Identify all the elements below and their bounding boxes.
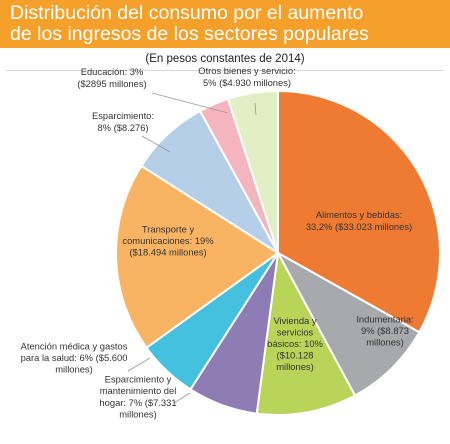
slice-label-line: Esparcimiento: (92, 110, 154, 121)
slice-label-line: 9% ($8.873 (361, 325, 409, 336)
slice-label-line: millones) (366, 337, 404, 348)
slice-label-esparcimiento_hogar: Esparcimiento y mantenimiento del hogar: 7… (99, 374, 176, 420)
pie-slices (114, 89, 441, 416)
leader-lines (127, 92, 257, 404)
slice-label-educacion: Educación: 3% ($2895 millones) (77, 66, 146, 89)
slice-label-line: ($18.494 millones) (129, 247, 206, 258)
divider (6, 70, 444, 71)
slice-label-line: 8% ($8.276) (97, 122, 148, 133)
slice-label-line: comunicaciones: 19% (122, 235, 213, 246)
pie-slice-otros (226, 89, 279, 254)
slice-label-line: básicos: 10% (267, 338, 323, 349)
slice-label-esparcimiento: Esparcimiento: 8% ($8.276) (92, 110, 154, 133)
slice-label-line: Transporte y (142, 223, 195, 234)
slice-label-transporte: Transporte y comunicaciones: 19% ($18.494 … (122, 223, 213, 257)
leader-line-salud (127, 357, 151, 372)
slice-label-line: hogar: 7% ($7.331 (99, 397, 176, 408)
slice-label-line: millones) (276, 361, 314, 372)
pie-slice-vivienda (255, 249, 357, 416)
slice-label-line: Otros bienes y servicio: (198, 65, 295, 76)
leader-line-educacion (151, 92, 229, 114)
slice-label-line: Indumentaria: (356, 313, 413, 324)
slice-label-line: mantenimiento del (100, 385, 177, 396)
chart-subtitle: (En pesos constantes de 2014) (145, 53, 305, 65)
slice-label-line: millones) (119, 408, 157, 419)
leader-line-esparcimiento (141, 135, 171, 153)
pie-slice-transporte (114, 164, 280, 350)
slice-label-line: Atención médica y gastos (21, 340, 128, 351)
slice-label-line: servicios (277, 326, 314, 337)
slice-label-line: Alimentos y bebidas: (316, 209, 403, 220)
slice-label-line: Educación: 3% (81, 66, 144, 77)
slice-label-alimentos: Alimentos y bebidas: 33,2% ($33.023 millo… (306, 209, 412, 232)
slice-label-line: 33,2% ($33.023 millones) (306, 221, 412, 232)
slice-labels: Alimentos y bebidas: 33,2% ($33.023 millo… (21, 65, 414, 419)
slice-label-indumentaria: Indumentaria: 9% ($8.873 millones) (356, 313, 413, 347)
pie-slice-indumentaria (275, 250, 421, 397)
pie-slice-alimentos (277, 89, 441, 334)
chart-title-line-1: Distribución del consumo por el aumento (10, 2, 364, 24)
slice-label-line: para la salud: 6% ($5.600 (21, 352, 128, 363)
slice-label-salud: Atención médica y gastos para la salud: 6… (21, 340, 128, 374)
slice-label-line: 5% ($4.930 millones) (203, 77, 291, 88)
chart-title-line-2: de los ingresos de los sectores populare… (10, 23, 369, 45)
slice-label-line: ($10.128 (276, 350, 313, 361)
title-band: Distribución del consumo por el aumento … (0, 0, 450, 48)
slice-label-line: ($2895 millones) (77, 78, 146, 89)
slice-label-line: Vivienda y (273, 315, 316, 326)
slice-label-vivienda: Vivienda y servicios básicos: 10% ($10.128 m… (267, 315, 323, 372)
slice-label-line: Esparcimiento y (105, 374, 172, 385)
leader-line-esparcimiento_hogar (173, 392, 191, 404)
slice-label-otros: Otros bienes y servicio: 5% ($4.930 millo… (198, 65, 295, 88)
slice-label-line: millones) (55, 364, 93, 375)
leader-line-otros (254, 102, 257, 116)
